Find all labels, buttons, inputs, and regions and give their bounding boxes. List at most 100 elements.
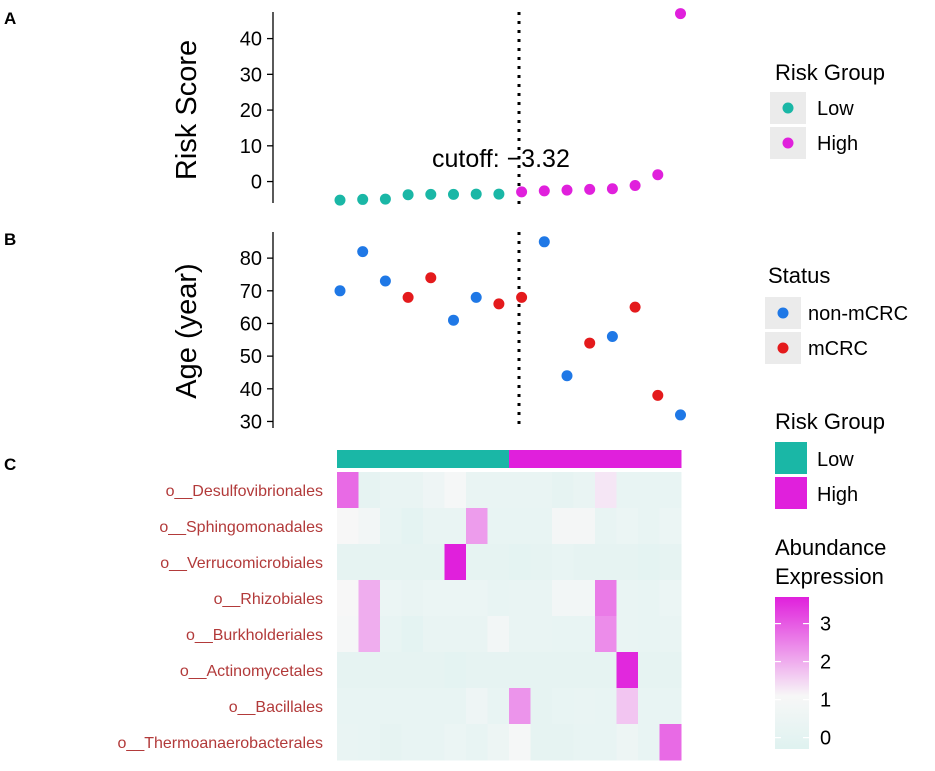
panel-a-point — [516, 186, 528, 198]
heatmap-cell — [358, 544, 381, 581]
panel-a: Risk Score 0 10 20 30 40 cutoff: −3.32 — [171, 8, 686, 206]
legend-c-label-low: Low — [817, 449, 854, 471]
heatmap-cell — [401, 472, 424, 509]
heatmap-cell — [487, 724, 510, 761]
heatmap-cell — [444, 544, 467, 581]
panel-a-point — [470, 188, 482, 200]
panel-a-point — [561, 184, 573, 196]
heatmap-annotation-bar — [337, 450, 682, 468]
legend-risk-group-a: Risk Group Low High — [770, 60, 885, 159]
panel-a-cutoff-label: cutoff: −3.32 — [432, 145, 570, 173]
annotation-cell — [444, 450, 467, 468]
panel-a-points — [334, 8, 686, 206]
heatmap-cell — [337, 580, 359, 617]
heatmap-cell — [659, 652, 682, 689]
heatmap-cell — [659, 508, 682, 545]
heatmap-cell — [444, 688, 467, 725]
panel-b-points — [334, 236, 686, 421]
heatmap-cell — [401, 544, 424, 581]
heatmap-cell — [509, 616, 531, 653]
heatmap-cell — [530, 508, 553, 545]
legend-b-title: Status — [768, 263, 830, 288]
annotation-cell — [401, 450, 424, 468]
panel-label-b: B — [4, 230, 16, 249]
panel-a-y-tick-label: 20 — [240, 100, 262, 122]
heatmap-cell — [659, 544, 682, 581]
heatmap-cell — [573, 580, 596, 617]
legend-c-title: Risk Group — [775, 409, 885, 434]
heatmap-cell — [423, 472, 445, 509]
heatmap-cell — [638, 508, 660, 545]
legend-status: Status non-mCRC mCRC — [765, 263, 908, 364]
heatmap-cell — [509, 652, 531, 689]
annotation-cell — [530, 450, 553, 468]
heatmap-cell — [337, 508, 359, 545]
heatmap-cell — [466, 580, 488, 617]
legend-b-label-mcrc: mCRC — [808, 338, 868, 360]
color-scale-tick-label: 1 — [820, 690, 831, 712]
heatmap-cell — [595, 688, 617, 725]
panel-b-point — [493, 298, 505, 310]
heatmap-cell — [358, 688, 381, 725]
panel-a-y-tick-label: 0 — [251, 172, 262, 194]
panel-b-y-ticks: 30 40 50 60 70 80 — [240, 248, 273, 433]
panel-b-y-tick-label: 30 — [240, 411, 262, 433]
heatmap-cell — [444, 580, 467, 617]
heatmap-cell — [616, 580, 639, 617]
heatmap-cell — [487, 508, 510, 545]
heatmap-cell — [638, 688, 660, 725]
panel-a-point — [584, 183, 596, 195]
heatmap-row-label: o__Desulfovibrionales — [166, 483, 323, 500]
panel-a-y-label: Risk Score — [171, 40, 203, 180]
heatmap-cell — [509, 724, 531, 761]
annotation-cell — [616, 450, 639, 468]
heatmap-cell — [552, 652, 574, 689]
panel-label-a: A — [4, 9, 16, 28]
annotation-cell — [337, 450, 359, 468]
legend-a-key-high — [782, 137, 794, 149]
heatmap-cell — [573, 688, 596, 725]
panel-a-point — [357, 193, 369, 205]
annotation-cell — [358, 450, 381, 468]
legend-c-key-low — [775, 442, 807, 474]
heatmap-cell — [509, 688, 531, 725]
panel-a-point — [538, 185, 550, 197]
annotation-cell — [423, 450, 445, 468]
panel-label-c: C — [4, 455, 16, 474]
heatmap-cell — [423, 652, 445, 689]
heatmap-cell — [358, 616, 381, 653]
panel-a-point — [652, 169, 664, 181]
panel-a-y-tick-label: 40 — [240, 29, 262, 51]
heatmap-cell — [487, 544, 510, 581]
heatmap-cell — [530, 616, 553, 653]
heatmap-cell — [638, 472, 660, 509]
panel-a-point — [334, 194, 346, 206]
panel-a-point — [606, 183, 618, 195]
heatmap-cell — [616, 508, 639, 545]
panel-b-point — [538, 236, 550, 248]
legend-c-label-high: High — [817, 484, 858, 506]
heatmap-cell — [380, 472, 402, 509]
legend-b-label-nonmcrc: non-mCRC — [808, 303, 908, 325]
color-scale-tick-label: 0 — [820, 728, 831, 750]
heatmap-cell — [509, 544, 531, 581]
panel-b-point — [561, 370, 573, 382]
heatmap-cell — [659, 724, 682, 761]
annotation-cell — [659, 450, 682, 468]
heatmap-cell — [337, 472, 359, 509]
panel-a-y-tick-label: 10 — [240, 136, 262, 158]
heatmap-cell — [380, 508, 402, 545]
panel-b-y-tick-label: 40 — [240, 379, 262, 401]
heatmap-cell — [509, 508, 531, 545]
heatmap-row-label: o__Sphingomonadales — [159, 519, 323, 536]
heatmap-row-labels: o__Desulfovibrionales o__Sphingomonadales… — [118, 483, 323, 752]
heatmap-cell — [509, 580, 531, 617]
legend-abundance-title-2: Expression — [775, 564, 884, 589]
heatmap-cell — [552, 616, 574, 653]
heatmap-cell — [444, 472, 467, 509]
panel-a-point — [493, 188, 505, 200]
heatmap-cell — [595, 544, 617, 581]
heatmap-cell — [401, 652, 424, 689]
heatmap-cell — [530, 652, 553, 689]
panel-b-point — [675, 409, 686, 421]
